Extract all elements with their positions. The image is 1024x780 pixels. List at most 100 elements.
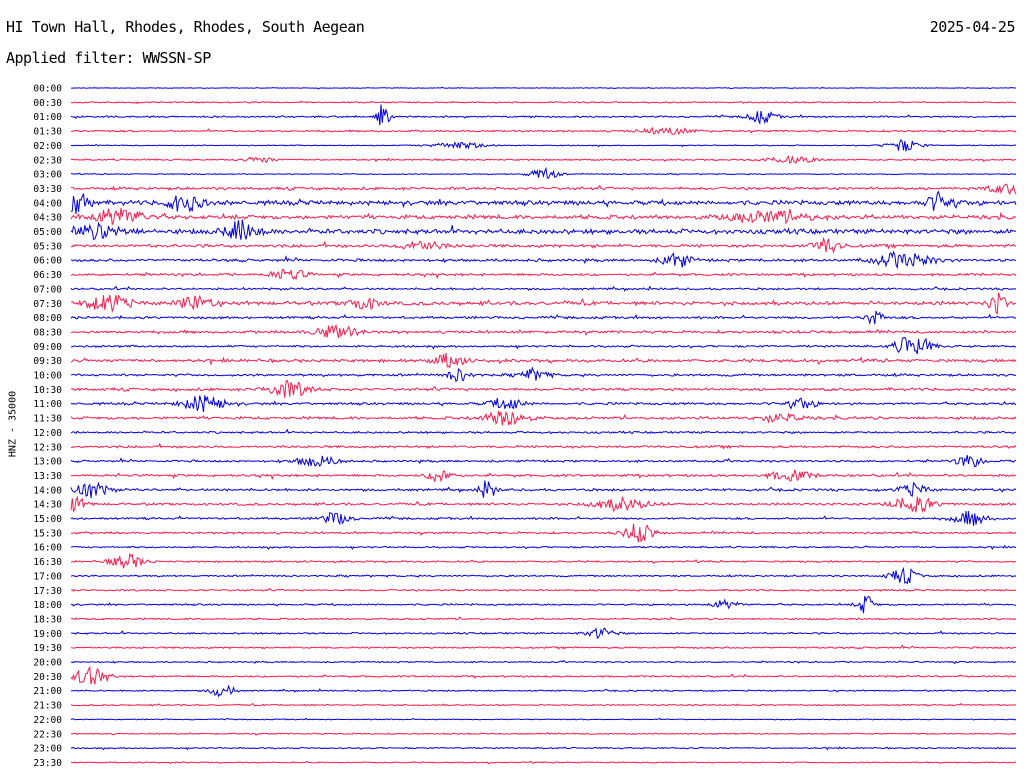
- trace-0000: [70, 86, 1016, 90]
- trace-1030: [70, 379, 1017, 398]
- time-tick-label: 01:30: [33, 127, 62, 138]
- time-tick-label: 06:30: [33, 270, 62, 281]
- time-tick-label: 02:30: [33, 155, 62, 166]
- trace-0330: [70, 183, 1017, 196]
- trace-0630: [70, 268, 1017, 281]
- time-tick-label: 16:30: [33, 557, 62, 568]
- trace-0800: [70, 310, 1017, 325]
- trace-0500: [70, 219, 1017, 240]
- trace-2230: [70, 731, 1017, 736]
- trace-1830: [70, 616, 1017, 621]
- trace-1800: [70, 595, 1017, 614]
- time-tick-label: 22:00: [33, 715, 62, 726]
- time-tick-label: 00:00: [33, 84, 62, 95]
- time-tick-label: 08:30: [33, 327, 62, 338]
- time-tick-label: 19:00: [33, 629, 62, 640]
- time-tick-label: 20:30: [33, 672, 62, 683]
- trace-1200: [70, 428, 1017, 435]
- time-tick-label: 05:30: [33, 241, 62, 252]
- trace-0700: [70, 285, 1017, 292]
- filter-label: Applied filter: WWSSN-SP: [6, 49, 211, 67]
- time-tick-label: 02:00: [33, 141, 62, 152]
- trace-1900: [70, 627, 1017, 639]
- trace-1400: [70, 480, 1017, 499]
- time-tick-label: 18:30: [33, 614, 62, 625]
- trace-1600: [70, 544, 1017, 551]
- time-tick-label: 22:30: [33, 729, 62, 740]
- time-tick-label: 20:00: [33, 658, 62, 669]
- time-tick-label: 06:00: [33, 256, 62, 267]
- trace-0430: [70, 207, 1017, 225]
- trace-1000: [70, 366, 1017, 383]
- trace-1330: [70, 469, 1017, 483]
- time-tick-label: 11:00: [33, 399, 62, 410]
- time-tick-label: 19:30: [33, 643, 62, 654]
- trace-0230: [70, 154, 1017, 165]
- trace-2330: [70, 760, 1017, 765]
- time-tick-label: 13:00: [33, 457, 62, 468]
- trace-1300: [70, 455, 1017, 468]
- time-tick-label: 17:30: [33, 586, 62, 597]
- time-tick-label: 21:00: [33, 686, 62, 697]
- trace-0200: [70, 138, 1017, 152]
- time-tick-label: 08:00: [33, 313, 62, 324]
- trace-0600: [70, 250, 1017, 270]
- trace-2000: [70, 659, 1017, 665]
- station-title: HI Town Hall, Rhodes, Rhodes, South Aege…: [6, 18, 365, 36]
- trace-2030: [70, 665, 1017, 685]
- time-tick-label: 18:00: [33, 600, 62, 611]
- trace-0730: [70, 292, 1017, 315]
- time-tick-label: 14:30: [33, 500, 62, 511]
- time-tick-label: 05:00: [33, 227, 62, 238]
- trace-0300: [70, 166, 1017, 180]
- trace-0530: [70, 236, 1017, 255]
- time-tick-label: 10:00: [33, 371, 62, 382]
- time-tick-label: 12:00: [33, 428, 62, 439]
- trace-0930: [70, 352, 1017, 369]
- trace-2300: [70, 746, 1017, 751]
- time-tick-labels: 00:00 00:30 01:00 01:30 02:00 02:30 03:00 03:30…: [33, 84, 62, 769]
- time-tick-label: 23:00: [33, 744, 62, 755]
- trace-0030: [70, 100, 1017, 105]
- trace-1500: [70, 511, 1017, 526]
- time-tick-label: 21:30: [33, 701, 62, 712]
- time-tick-label: 17:00: [33, 571, 62, 582]
- time-tick-label: 04:00: [33, 198, 62, 209]
- time-tick-label: 00:30: [33, 98, 62, 109]
- time-tick-label: 15:00: [33, 514, 62, 525]
- trace-0100: [70, 104, 1017, 126]
- time-tick-label: 01:00: [33, 112, 62, 123]
- time-tick-label: 23:30: [33, 758, 62, 769]
- trace-0130: [70, 126, 1017, 135]
- time-tick-label: 03:30: [33, 184, 62, 195]
- trace-1100: [70, 395, 1017, 413]
- trace-group: [70, 86, 1017, 765]
- trace-0400: [70, 190, 1017, 215]
- trace-1700: [70, 566, 1017, 585]
- trace-1730: [70, 587, 1017, 592]
- time-tick-label: 13:30: [33, 471, 62, 482]
- trace-0830: [70, 323, 1017, 338]
- trace-2100: [70, 684, 1017, 698]
- trace-1630: [70, 552, 1017, 569]
- time-tick-label: 03:00: [33, 170, 62, 181]
- trace-0900: [70, 337, 1017, 355]
- time-tick-label: 10:30: [33, 385, 62, 396]
- date-label: 2025-04-25: [929, 18, 1016, 36]
- time-tick-label: 07:30: [33, 299, 62, 310]
- trace-1430: [70, 495, 1017, 513]
- trace-1130: [70, 410, 1017, 427]
- trace-1230: [70, 442, 1017, 450]
- time-tick-label: 09:30: [33, 356, 62, 367]
- trace-2130: [70, 702, 1017, 707]
- time-tick-label: 12:30: [33, 442, 62, 453]
- time-tick-label: 04:30: [33, 213, 62, 224]
- time-tick-label: 07:00: [33, 284, 62, 295]
- trace-2200: [70, 717, 1017, 721]
- time-tick-label: 15:30: [33, 528, 62, 539]
- trace-1530: [70, 523, 1017, 543]
- time-tick-label: 14:00: [33, 485, 62, 496]
- trace-1930: [70, 644, 1017, 650]
- time-tick-label: 09:00: [33, 342, 62, 353]
